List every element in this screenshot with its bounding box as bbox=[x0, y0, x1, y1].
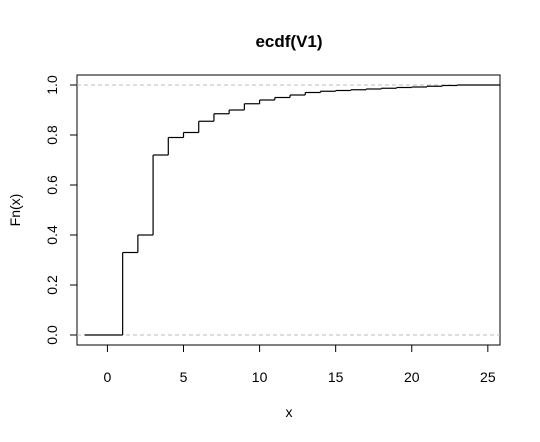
x-tick-label-4: 20 bbox=[404, 369, 420, 385]
y-tick-label-5: 1.0 bbox=[44, 75, 60, 95]
ecdf-steps bbox=[84, 84, 500, 336]
x-tick-label-3: 15 bbox=[328, 369, 344, 385]
x-tick-label-2: 10 bbox=[252, 369, 268, 385]
reference-lines bbox=[77, 84, 500, 336]
y-axis-label: Fn(x) bbox=[7, 194, 23, 227]
x-tick-label-0: 0 bbox=[104, 369, 112, 385]
y-tick-label-1: 0.2 bbox=[44, 275, 60, 295]
plot-frame bbox=[76, 74, 501, 346]
y-axis: 0.0 0.2 0.4 0.6 0.8 1.0 bbox=[44, 75, 77, 345]
x-axis: 0 5 10 15 20 25 bbox=[104, 345, 496, 385]
x-tick-label-5: 25 bbox=[480, 369, 496, 385]
x-axis-label: x bbox=[286, 404, 293, 420]
x-tick-label-1: 5 bbox=[180, 369, 188, 385]
y-tick-label-3: 0.6 bbox=[44, 175, 60, 195]
y-tick-label-4: 0.8 bbox=[44, 125, 60, 145]
y-tick-label-2: 0.4 bbox=[44, 225, 60, 245]
y-tick-label-0: 0.0 bbox=[44, 325, 60, 345]
chart-title: ecdf(V1) bbox=[255, 32, 322, 51]
